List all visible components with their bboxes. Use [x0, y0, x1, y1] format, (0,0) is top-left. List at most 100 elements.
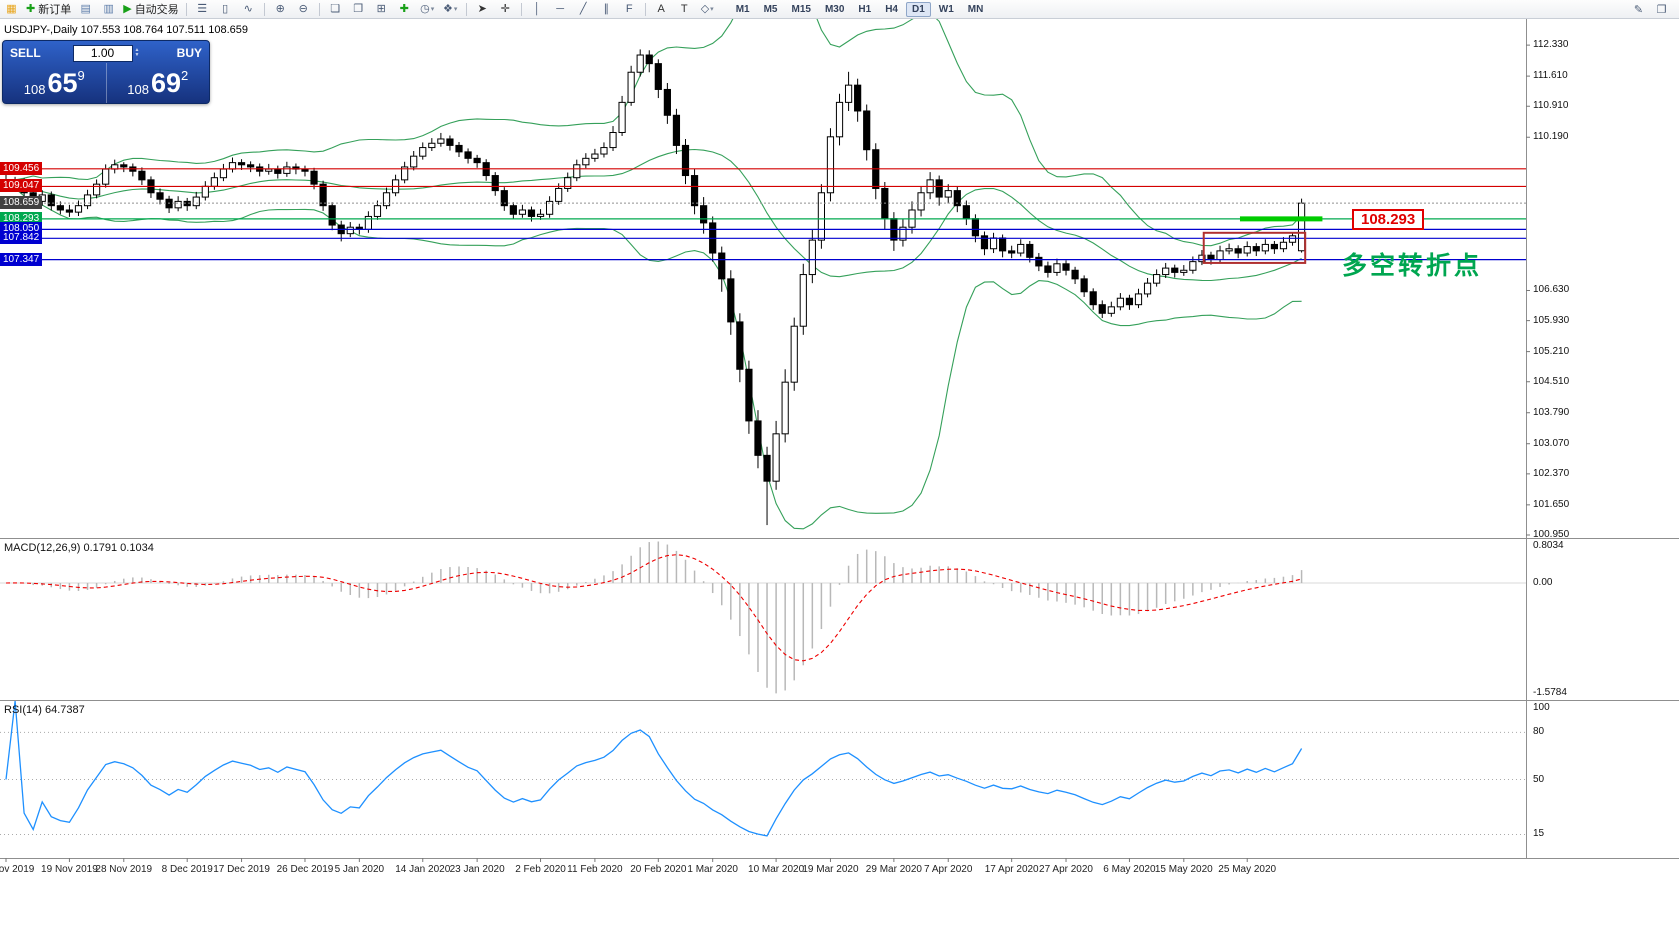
toolbar-left-group: ▦ ✚ 新订单 ▤ ▥ ▶ 自动交易 ☰ ▯ ∿ ⊕ ⊖ ❏ ❐ ⊞ ✚ ◷ ▾ ❖ ▾ ➤ ✛ │ ─ ╱ ∥ F A T ◇ ▾	[0, 1, 719, 17]
shapes-icon[interactable]: ◇ ▾	[697, 1, 718, 17]
toolbar-separator	[185, 2, 187, 16]
sell-tab[interactable]: SELL	[10, 46, 41, 60]
trendline-icon: ╱	[579, 3, 587, 15]
tile-windows-icon: ❏	[330, 3, 341, 15]
autotrading-button[interactable]: ▶ 自动交易	[121, 1, 180, 17]
tile-windows-icon[interactable]: ❏	[325, 1, 346, 17]
buy-button[interactable]: 108 69 2	[107, 63, 210, 103]
bar-chart-icon[interactable]: ☰	[192, 1, 213, 17]
bollinger-band-u	[5, 18, 1302, 247]
zoom-out-icon: ⊖	[298, 3, 308, 15]
candlestick-chart-icon[interactable]: ▯	[215, 1, 236, 17]
consolidation-rectangle[interactable]	[1202, 231, 1307, 264]
timeframe-button-h1[interactable]: H1	[858, 3, 872, 15]
chart-window-icon: ▤	[80, 3, 91, 15]
fibonacci-icon[interactable]: F	[619, 1, 640, 17]
new-order-button-label: 新订单	[38, 4, 72, 16]
timeframe-button-m15[interactable]: M15	[791, 3, 811, 15]
arrange-icon[interactable]: ⊞	[371, 1, 392, 17]
macd-pane	[0, 541, 1526, 694]
chart-shift-icon[interactable]: ❐	[1656, 3, 1667, 16]
dropdown-caret-icon: ▾	[710, 6, 714, 13]
sell-price-pip: 9	[77, 68, 85, 83]
autotrading-button: ▶	[123, 3, 132, 15]
buy-tab[interactable]: BUY	[176, 46, 202, 60]
candlestick-series	[2, 49, 1306, 526]
line-chart-icon: ∿	[243, 3, 253, 15]
profiles-icon[interactable]: ▥	[98, 1, 119, 17]
bollinger-band-l	[5, 185, 1302, 530]
one-click-trading-panel: SELL 1.00 ▲ ▼ BUY 108 65 9 108 69 2	[2, 40, 210, 104]
price-chart-canvas[interactable]	[0, 18, 1679, 942]
cascade-windows-icon: ❐	[353, 3, 364, 15]
channel-icon[interactable]: ∥	[596, 1, 617, 17]
timeframe-button-m1[interactable]: M1	[735, 3, 750, 15]
volume-input[interactable]: 1.00	[72, 44, 133, 62]
toolbar-separator	[644, 2, 646, 16]
bar-chart-icon: ☰	[197, 3, 208, 15]
chart-symbol-title: USDJPY-,Daily 107.553 108.764 107.511 10…	[4, 24, 249, 36]
toolbar-separator	[318, 2, 320, 16]
crosshair-icon[interactable]: ✛	[495, 1, 516, 17]
chart-window-icon[interactable]: ▤	[75, 1, 96, 17]
fibonacci-icon: F	[625, 3, 633, 15]
autotrading-button-label: 自动交易	[134, 4, 179, 16]
timeframe-button-d1[interactable]: D1	[906, 1, 931, 17]
new-order-button[interactable]: ✚ 新订单	[24, 1, 73, 17]
periods-icon[interactable]: ◷ ▾	[417, 1, 438, 17]
edit-chart-icon[interactable]: ✎	[1633, 3, 1644, 16]
timeframe-toolbar: M1 M5 M15 M30 H1 H4 D1 W1 MN	[729, 1, 991, 17]
line-chart-icon[interactable]: ∿	[238, 1, 259, 17]
periods-icon: ◷	[420, 3, 430, 15]
channel-icon: ∥	[603, 3, 609, 15]
rsi-pane	[0, 701, 1526, 837]
toolbar-separator	[465, 2, 467, 16]
templates-icon[interactable]: ❖ ▾	[440, 1, 461, 17]
horizontal-line-icon: ─	[556, 3, 565, 15]
app-icon: ▦	[1, 1, 22, 17]
main-pane	[0, 18, 1526, 530]
text-label-icon[interactable]: T	[674, 1, 695, 17]
timeframe-button-h4[interactable]: H4	[885, 3, 898, 15]
timeframe-button-mn[interactable]: MN	[967, 3, 984, 15]
timeframe-button-m30[interactable]: M30	[824, 3, 845, 15]
timeframe-button-w1[interactable]: W1	[938, 3, 954, 15]
toolbar-separator	[263, 2, 265, 16]
text-icon: A	[657, 3, 665, 15]
shapes-icon: ◇	[700, 3, 710, 15]
dropdown-caret-icon: ▾	[453, 6, 458, 13]
trendline-icon[interactable]: ╱	[573, 1, 594, 17]
arrange-icon: ⊞	[376, 3, 386, 15]
sell-button[interactable]: 108 65 9	[3, 63, 107, 103]
toolbar: ▦ ✚ 新订单 ▤ ▥ ▶ 自动交易 ☰ ▯ ∿ ⊕ ⊖ ❏ ❐ ⊞ ✚ ◷ ▾ ❖ ▾ ➤ ✛ │ ─ ╱ ∥ F A T ◇ ▾ M1 M…	[0, 0, 1679, 19]
rsi-line	[5, 701, 1303, 837]
turning-point-annotation: 多空转折点	[1342, 251, 1483, 280]
buy-price-big: 69	[150, 68, 181, 98]
one-click-prices: 108 65 9 108 69 2	[3, 63, 209, 103]
buy-price-pip: 2	[181, 68, 189, 83]
buy-price-prefix: 108	[127, 82, 149, 97]
horizontal-line-icon[interactable]: ─	[550, 1, 571, 17]
zoom-in-icon[interactable]: ⊕	[270, 1, 291, 17]
app-icon: ▦	[6, 3, 17, 15]
dropdown-caret-icon: ▾	[430, 6, 435, 13]
zoom-in-icon: ⊕	[275, 3, 285, 15]
indicators-icon[interactable]: ✚	[394, 1, 415, 17]
profiles-icon: ▥	[103, 3, 114, 15]
volume-control: 1.00 ▲ ▼	[54, 44, 158, 62]
timeframe-button-m5[interactable]: M5	[763, 3, 778, 15]
candlestick-chart-icon: ▯	[222, 3, 229, 15]
indicators-icon: ✚	[399, 3, 409, 15]
vertical-line-icon[interactable]: │	[527, 1, 548, 17]
cursor-icon[interactable]: ➤	[472, 1, 493, 17]
volume-stepper[interactable]: ▲ ▼	[134, 47, 140, 58]
text-label-icon: T	[680, 3, 688, 15]
zoom-out-icon[interactable]: ⊖	[293, 1, 314, 17]
cascade-windows-icon[interactable]: ❐	[348, 1, 369, 17]
cursor-icon: ➤	[477, 3, 487, 15]
text-icon[interactable]: A	[651, 1, 672, 17]
one-click-header: SELL 1.00 ▲ ▼ BUY	[3, 41, 209, 63]
toolbar-separator	[520, 2, 522, 16]
toolbar-right-group: ✎ ❐	[1627, 1, 1673, 17]
new-order-button: ✚	[26, 3, 36, 15]
